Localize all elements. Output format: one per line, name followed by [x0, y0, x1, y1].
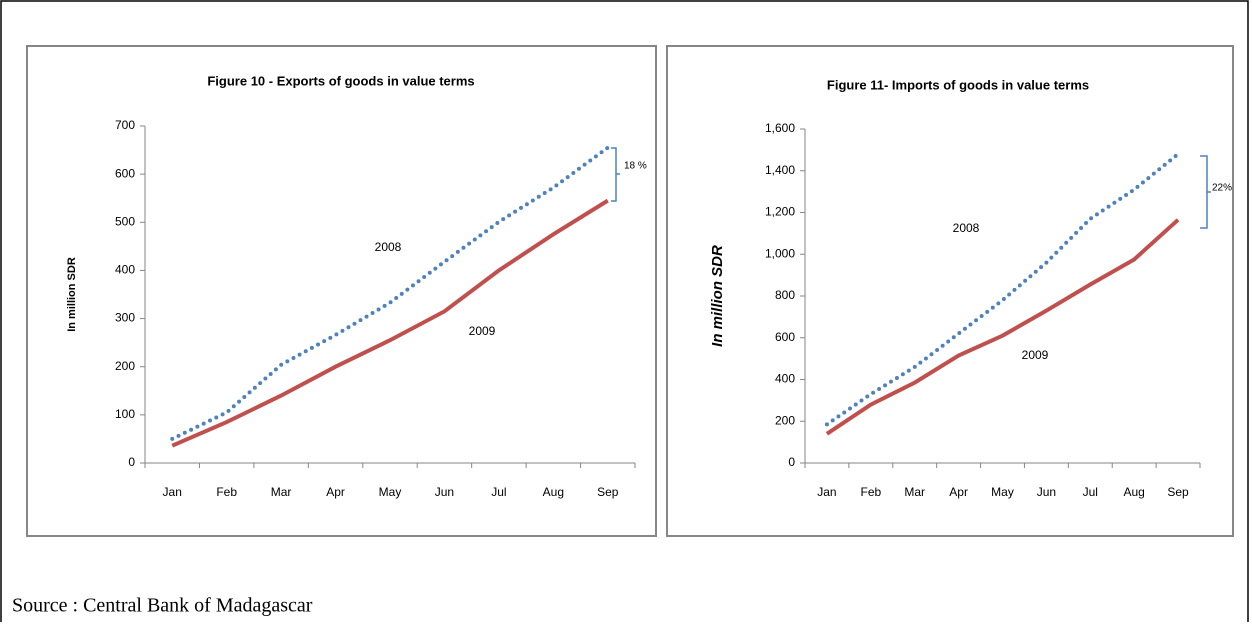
y-tick-label: 0 — [788, 455, 795, 469]
y-tick-label: 100 — [115, 407, 135, 421]
series-label: 2009 — [1022, 348, 1049, 362]
y-tick-label: 600 — [115, 166, 135, 180]
x-tick-label: Jul — [491, 485, 506, 499]
y-tick-label: 1,600 — [765, 121, 795, 135]
x-tick-label: Jun — [1037, 485, 1056, 499]
line-series — [824, 152, 1181, 427]
x-tick-label: Jan — [817, 485, 836, 499]
x-tick-label: Jun — [435, 485, 454, 499]
bracket — [1200, 155, 1211, 229]
series-label: 2009 — [469, 324, 496, 338]
y-tick-label: 400 — [775, 372, 795, 386]
y-tick-label: 800 — [775, 288, 795, 302]
bracket — [611, 147, 620, 202]
y-axis-label: In million SDR — [66, 257, 78, 332]
x-tick-label: May — [379, 485, 402, 499]
annotation: 18 % — [624, 161, 647, 172]
x-tick-label: Mar — [271, 485, 292, 499]
series-label: 2008 — [953, 221, 980, 235]
y-tick-label: 1,400 — [765, 163, 795, 177]
x-tick-label: Feb — [216, 485, 237, 499]
source-note: Source : Central Bank of Madagascar — [12, 595, 313, 617]
x-tick-label: Feb — [860, 485, 881, 499]
line-series — [171, 198, 609, 448]
chart-frame — [26, 45, 657, 537]
chart-title: Figure 11- Imports of goods in value ter… — [827, 77, 1089, 92]
line-series — [825, 218, 1180, 436]
y-tick-label: 1,000 — [765, 246, 795, 260]
y-tick-label: 700 — [115, 118, 135, 132]
x-tick-label: Jul — [1083, 485, 1098, 499]
series-label: 2008 — [375, 240, 402, 254]
y-tick-label: 300 — [115, 311, 135, 325]
line-series — [170, 145, 610, 441]
y-axis-label: In million SDR — [709, 245, 726, 347]
y-tick-label: 600 — [775, 330, 795, 344]
y-tick-label: 0 — [128, 455, 135, 469]
y-tick-label: 1,200 — [765, 205, 795, 219]
x-tick-label: Sep — [1167, 485, 1189, 499]
y-tick-label: 500 — [115, 214, 135, 228]
x-tick-label: Jan — [163, 485, 182, 499]
x-tick-label: Apr — [326, 485, 345, 499]
x-tick-label: Mar — [904, 485, 925, 499]
chart-title: Figure 10 - Exports of goods in value te… — [207, 73, 474, 88]
y-tick-label: 200 — [115, 359, 135, 373]
x-tick-label: Sep — [597, 485, 619, 499]
x-tick-label: Aug — [1123, 485, 1144, 499]
y-tick-label: 200 — [775, 413, 795, 427]
x-tick-label: May — [991, 485, 1014, 499]
chart-frame — [666, 45, 1234, 537]
y-tick-label: 400 — [115, 263, 135, 277]
x-tick-label: Apr — [949, 485, 968, 499]
annotation: 22% — [1212, 183, 1232, 194]
x-tick-label: Aug — [543, 485, 564, 499]
